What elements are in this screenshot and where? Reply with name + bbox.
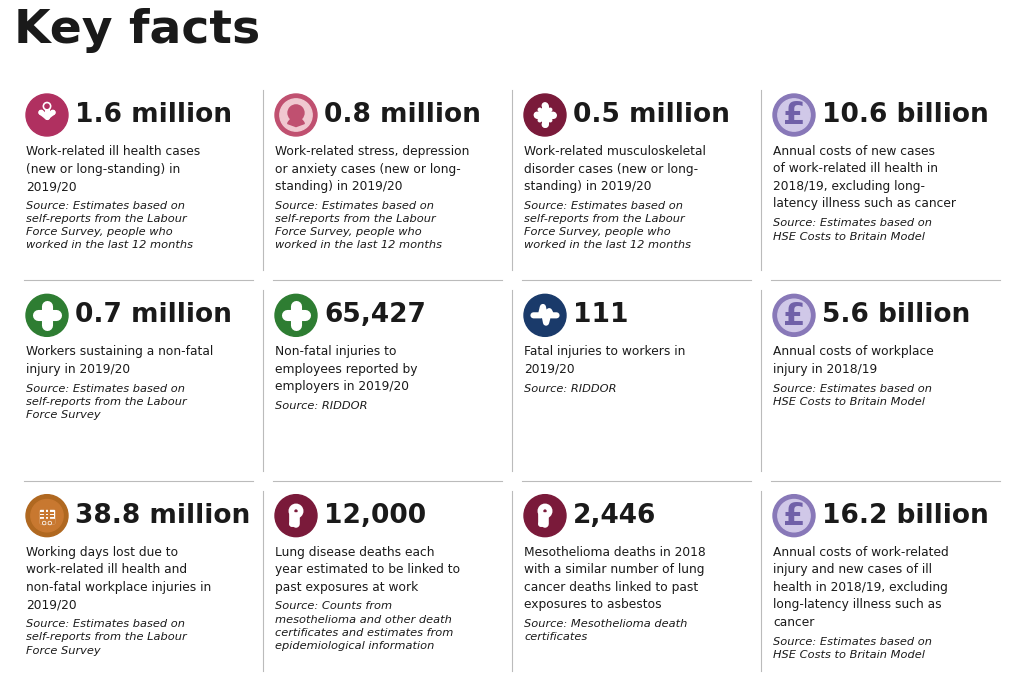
- Circle shape: [528, 299, 561, 331]
- Text: Annual costs of work-related
injury and new cases of ill
health in 2018/19, excl: Annual costs of work-related injury and …: [773, 546, 949, 628]
- Circle shape: [31, 99, 63, 131]
- Circle shape: [543, 103, 548, 108]
- Text: Source: Counts from
mesothelioma and other death
certificates and estimates from: Source: Counts from mesothelioma and oth…: [275, 601, 454, 651]
- Circle shape: [543, 122, 548, 127]
- Text: Source: Mesothelioma death
certificates: Source: Mesothelioma death certificates: [524, 619, 687, 642]
- Circle shape: [773, 94, 815, 136]
- Text: £: £: [782, 300, 805, 331]
- Text: £: £: [782, 501, 805, 532]
- Text: Working days lost due to
work-related ill health and
non-fatal workplace injurie: Working days lost due to work-related il…: [26, 546, 211, 611]
- Text: £: £: [782, 101, 805, 132]
- Circle shape: [550, 112, 556, 118]
- Circle shape: [39, 110, 43, 114]
- Circle shape: [280, 500, 312, 532]
- Circle shape: [31, 500, 63, 532]
- Wedge shape: [288, 118, 304, 127]
- Text: Source: Estimates based on
HSE Costs to Britain Model: Source: Estimates based on HSE Costs to …: [773, 384, 932, 407]
- Circle shape: [778, 500, 810, 532]
- Circle shape: [535, 112, 540, 118]
- Circle shape: [26, 94, 68, 136]
- Text: Source: RIDDOR: Source: RIDDOR: [275, 401, 368, 411]
- Circle shape: [524, 495, 566, 537]
- Circle shape: [773, 294, 815, 336]
- Text: Source: Estimates based on
self-reports from the Labour
Force Survey: Source: Estimates based on self-reports …: [26, 619, 186, 655]
- Circle shape: [51, 110, 55, 114]
- Circle shape: [778, 299, 810, 331]
- Text: 12,000: 12,000: [324, 503, 426, 528]
- Text: Source: RIDDOR: Source: RIDDOR: [524, 384, 616, 393]
- Circle shape: [48, 522, 51, 524]
- Text: 0.5 million: 0.5 million: [573, 102, 730, 128]
- Circle shape: [524, 294, 566, 336]
- Circle shape: [275, 94, 317, 136]
- Text: Source: Estimates based on
HSE Costs to Britain Model: Source: Estimates based on HSE Costs to …: [773, 218, 932, 242]
- Text: Work-related musculoskeletal
disorder cases (new or long-
standing) in 2019/20: Work-related musculoskeletal disorder ca…: [524, 145, 706, 193]
- Text: 5.6 billion: 5.6 billion: [822, 302, 971, 329]
- Circle shape: [31, 299, 63, 331]
- Text: 10.6 billion: 10.6 billion: [822, 102, 989, 128]
- Circle shape: [524, 94, 566, 136]
- Circle shape: [275, 495, 317, 537]
- Text: 16.2 billion: 16.2 billion: [822, 503, 989, 528]
- Text: Workers sustaining a non-fatal
injury in 2019/20: Workers sustaining a non-fatal injury in…: [26, 345, 213, 376]
- Text: Source: Estimates based on
self-reports from the Labour
Force Survey, people who: Source: Estimates based on self-reports …: [26, 200, 193, 250]
- Circle shape: [43, 522, 46, 524]
- Text: Work-related ill health cases
(new or long-standing) in
2019/20: Work-related ill health cases (new or lo…: [26, 145, 201, 193]
- Text: 0.7 million: 0.7 million: [75, 302, 231, 329]
- Circle shape: [275, 294, 317, 336]
- Text: Key facts: Key facts: [14, 8, 260, 53]
- Circle shape: [45, 104, 49, 108]
- Circle shape: [280, 299, 312, 331]
- Text: 1.6 million: 1.6 million: [75, 102, 232, 128]
- Text: Source: Estimates based on
self-reports from the Labour
Force Survey: Source: Estimates based on self-reports …: [26, 384, 186, 420]
- Text: 65,427: 65,427: [324, 302, 426, 329]
- Text: 111: 111: [573, 302, 629, 329]
- Text: 0.8 million: 0.8 million: [324, 102, 481, 128]
- Circle shape: [288, 105, 304, 121]
- Text: Annual costs of new cases
of work-related ill health in
2018/19, excluding long-: Annual costs of new cases of work-relate…: [773, 145, 956, 211]
- Text: 2,446: 2,446: [573, 503, 656, 528]
- Text: Non-fatal injuries to
employees reported by
employers in 2019/20: Non-fatal injuries to employees reported…: [275, 345, 418, 393]
- FancyBboxPatch shape: [40, 519, 54, 523]
- Text: Source: Estimates based on
self-reports from the Labour
Force Survey, people who: Source: Estimates based on self-reports …: [275, 200, 442, 250]
- Text: Source: Estimates based on
HSE Costs to Britain Model: Source: Estimates based on HSE Costs to …: [773, 637, 932, 660]
- Circle shape: [49, 522, 50, 524]
- Circle shape: [43, 103, 51, 110]
- Circle shape: [773, 495, 815, 537]
- Text: Annual costs of workplace
injury in 2018/19: Annual costs of workplace injury in 2018…: [773, 345, 934, 376]
- Circle shape: [778, 99, 810, 131]
- Circle shape: [43, 522, 45, 524]
- Text: Work-related stress, depression
or anxiety cases (new or long-
standing) in 2019: Work-related stress, depression or anxie…: [275, 145, 469, 193]
- Circle shape: [280, 99, 312, 131]
- Text: Fatal injuries to workers in
2019/20: Fatal injuries to workers in 2019/20: [524, 345, 685, 376]
- Text: Mesothelioma deaths in 2018
with a similar number of lung
cancer deaths linked t: Mesothelioma deaths in 2018 with a simil…: [524, 546, 706, 611]
- Circle shape: [26, 294, 68, 336]
- Circle shape: [528, 500, 561, 532]
- Circle shape: [26, 495, 68, 537]
- Text: Source: Estimates based on
self-reports from the Labour
Force Survey, people who: Source: Estimates based on self-reports …: [524, 200, 691, 250]
- Text: 38.8 million: 38.8 million: [75, 503, 250, 528]
- Text: Lung disease deaths each
year estimated to be linked to
past exposures at work: Lung disease deaths each year estimated …: [275, 546, 460, 594]
- Circle shape: [528, 99, 561, 131]
- FancyBboxPatch shape: [40, 510, 54, 523]
